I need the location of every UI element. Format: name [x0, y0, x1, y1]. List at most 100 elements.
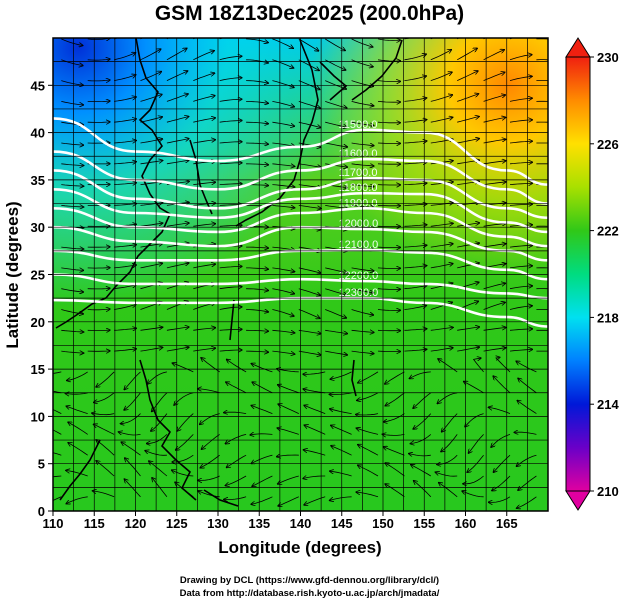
- streamline: [509, 266, 532, 268]
- streamline: [193, 182, 215, 185]
- streamline: [61, 143, 83, 145]
- streamline: [219, 121, 242, 123]
- streamline: [298, 309, 320, 319]
- streamline: [114, 285, 136, 290]
- streamline: [430, 223, 453, 227]
- streamline: [272, 205, 294, 207]
- streamline: [94, 392, 115, 403]
- streamline: [61, 351, 83, 353]
- streamline: [325, 267, 347, 273]
- streamline: [246, 351, 268, 352]
- streamline: [272, 309, 294, 317]
- streamline: [404, 76, 426, 81]
- streamline: [68, 443, 88, 456]
- streamline: [330, 409, 352, 414]
- streamline: [219, 163, 242, 164]
- streamline: [246, 268, 268, 269]
- streamline: [457, 94, 478, 102]
- contour-label: 11700.0: [339, 167, 378, 179]
- streamline: [124, 371, 141, 390]
- streamline: [172, 470, 194, 477]
- contour-label: 12300.0: [339, 287, 379, 299]
- streamline: [325, 121, 347, 127]
- contour-label: 12200.0: [339, 270, 379, 282]
- streamline: [176, 434, 194, 450]
- streamline: [325, 142, 347, 147]
- streamline: [87, 309, 110, 310]
- streamline: [483, 161, 506, 165]
- streamline: [250, 434, 273, 435]
- streamline: [272, 288, 294, 294]
- streamline: [198, 491, 220, 498]
- streamline: [219, 287, 242, 289]
- streamline: [200, 413, 220, 425]
- streamline: [483, 328, 506, 331]
- streamline: [246, 289, 268, 291]
- streamline: [166, 347, 189, 352]
- streamline: [410, 371, 431, 379]
- contour-label: 11600.0: [339, 148, 378, 160]
- streamline: [53, 452, 62, 456]
- streamline: [166, 263, 189, 269]
- streamline: [509, 349, 532, 351]
- streamline: [140, 263, 163, 269]
- colorbar-label: 230: [597, 50, 619, 65]
- streamline: [246, 38, 268, 43]
- colorbar-label: 214: [597, 397, 619, 412]
- streamline: [304, 405, 326, 414]
- streamline: [219, 205, 242, 206]
- streamline: [430, 117, 453, 123]
- streamline: [277, 455, 299, 457]
- streamline: [483, 139, 506, 144]
- streamline: [61, 330, 83, 332]
- streamline: [404, 183, 426, 185]
- streamline: [430, 264, 453, 269]
- streamline: [246, 101, 268, 103]
- streamline: [330, 371, 352, 379]
- streamline: [87, 268, 110, 269]
- streamline: [483, 50, 505, 61]
- streamline: [441, 434, 458, 451]
- streamline: [61, 164, 83, 166]
- streamline: [298, 288, 321, 296]
- streamline: [140, 161, 163, 165]
- streamline: [516, 361, 537, 373]
- streamline: [298, 38, 319, 51]
- streamline: [298, 267, 321, 273]
- streamline: [411, 465, 432, 477]
- x-tick-label: 120: [125, 516, 147, 531]
- streamline: [87, 59, 110, 60]
- streamline: [469, 434, 484, 453]
- y-tick-label: 30: [31, 220, 45, 235]
- streamline: [435, 472, 458, 477]
- streamline: [457, 117, 479, 123]
- streamline: [457, 223, 479, 227]
- streamline: [114, 53, 135, 61]
- streamline: [272, 101, 294, 106]
- streamline: [439, 483, 458, 498]
- streamline: [125, 458, 141, 477]
- streamline: [356, 492, 379, 498]
- streamline: [404, 204, 426, 205]
- streamline: [152, 392, 168, 412]
- streamline: [457, 48, 477, 61]
- streamline: [492, 475, 511, 491]
- streamline: [404, 98, 426, 102]
- credit-dcl: Drawing by DCL (https://www.gfd-dennou.o…: [179, 575, 440, 586]
- streamline: [224, 496, 247, 500]
- streamline: [140, 347, 163, 352]
- streamline: [430, 348, 453, 352]
- streamline: [114, 119, 136, 123]
- streamline: [377, 289, 400, 290]
- streamline: [96, 461, 115, 477]
- y-tick-label: 35: [31, 173, 45, 188]
- contour-label: 11500.0: [339, 119, 378, 131]
- streamline: [114, 245, 136, 247]
- y-tick-label: 25: [31, 268, 45, 283]
- streamline: [246, 247, 268, 248]
- streamline: [193, 264, 215, 269]
- streamline: [251, 406, 273, 414]
- streamline: [87, 122, 110, 123]
- streamline: [509, 204, 532, 205]
